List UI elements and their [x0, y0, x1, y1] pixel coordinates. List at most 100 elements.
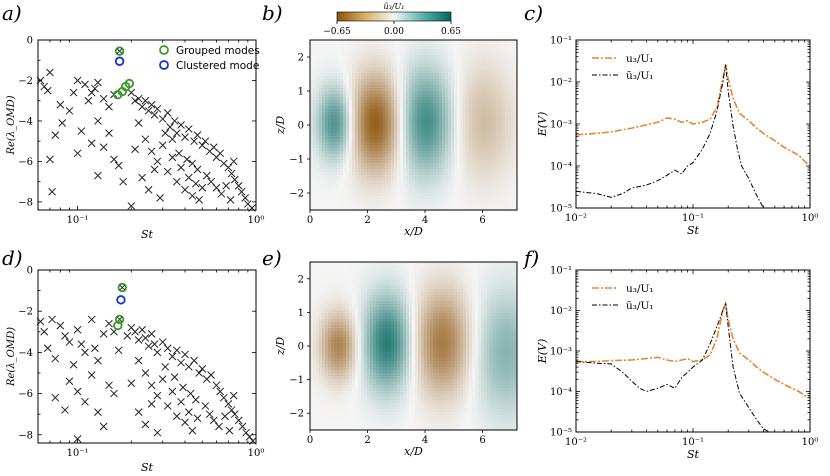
heatmap-cell — [334, 181, 338, 185]
heatmap-cell — [340, 139, 344, 143]
heatmap-cell — [505, 139, 509, 143]
heatmap-cell — [322, 202, 326, 206]
heatmap-cell — [310, 283, 314, 287]
heatmap-cell — [403, 277, 407, 281]
heatmap-cell — [385, 286, 389, 290]
heatmap-cell — [409, 133, 413, 137]
heatmap-cell — [478, 73, 482, 77]
data-point-x — [201, 137, 210, 146]
heatmap-cell — [316, 265, 320, 269]
heatmap-cell — [412, 181, 416, 185]
heatmap-cell — [337, 55, 341, 59]
heatmap-cell — [358, 61, 362, 65]
heatmap-cell — [508, 175, 512, 179]
heatmap-cell — [382, 79, 386, 83]
heatmap-cell — [421, 178, 425, 182]
data-point-x — [234, 181, 243, 190]
heatmap-cell — [466, 121, 470, 125]
heatmap-cell — [340, 85, 344, 89]
heatmap-cell — [505, 118, 509, 122]
heatmap-cell — [319, 100, 323, 104]
heatmap-cell — [511, 280, 515, 284]
heatmap-cell — [508, 67, 512, 71]
heatmap-cell — [346, 64, 350, 68]
heatmap-cell — [475, 283, 479, 287]
heatmap-cell — [316, 184, 320, 188]
heatmap-cell — [322, 64, 326, 68]
heatmap-cell — [481, 184, 485, 188]
heatmap-cell — [346, 193, 350, 197]
heatmap-cell — [469, 103, 473, 107]
heatmap-cell — [394, 103, 398, 107]
heatmap-cell — [472, 124, 476, 128]
heatmap-cell — [406, 184, 410, 188]
heatmap-cell — [445, 172, 449, 176]
heatmap-cell — [379, 166, 383, 170]
heatmap-cell — [451, 145, 455, 149]
heatmap-cell — [490, 145, 494, 149]
heatmap-cell — [349, 64, 353, 68]
heatmap-cell — [460, 166, 464, 170]
heatmap-cell — [484, 118, 488, 122]
heatmap-cell — [382, 100, 386, 104]
heatmap-cell — [370, 265, 374, 269]
heatmap-cell — [499, 91, 503, 95]
heatmap-cell — [463, 205, 467, 209]
heatmap-cell — [457, 76, 461, 80]
heatmap-cell — [349, 52, 353, 56]
heatmap-cell — [310, 271, 314, 275]
heatmap-cell — [445, 280, 449, 284]
data-point-x — [238, 422, 247, 431]
heatmap-cell — [394, 277, 398, 281]
heatmap-cell — [457, 166, 461, 170]
heatmap-cell — [472, 82, 476, 86]
heatmap-cell — [511, 103, 515, 107]
heatmap-cell — [373, 154, 377, 158]
heatmap-cell — [496, 79, 500, 83]
heatmap-cell — [490, 175, 494, 179]
heatmap-cell — [325, 76, 329, 80]
heatmap-cell — [373, 184, 377, 188]
heatmap-cell — [436, 58, 440, 62]
heatmap-cell — [376, 85, 380, 89]
heatmap-cell — [466, 187, 470, 191]
heatmap-cell — [316, 178, 320, 182]
heatmap-cell — [406, 265, 410, 269]
heatmap-cell — [352, 79, 356, 83]
heatmap-cell — [508, 100, 512, 104]
heatmap-cell — [421, 67, 425, 71]
heatmap-cell — [316, 274, 320, 278]
heatmap-cell — [514, 46, 518, 50]
heatmap-cell — [343, 157, 347, 161]
heatmap-cell — [502, 40, 506, 44]
heatmap-cell — [385, 58, 389, 62]
heatmap-cell — [403, 268, 407, 272]
heatmap-cell — [424, 112, 428, 116]
heatmap-cell — [352, 121, 356, 125]
heatmap-cell — [433, 91, 437, 95]
heatmap-cell — [406, 175, 410, 179]
heatmap-cell — [442, 52, 446, 56]
heatmap-cell — [460, 76, 464, 80]
heatmap-cell — [487, 73, 491, 77]
heatmap-cell — [316, 277, 320, 281]
heatmap-cell — [514, 193, 518, 197]
heatmap-cell — [421, 196, 425, 200]
heatmap-cell — [388, 139, 392, 143]
heatmap-cell — [514, 85, 518, 89]
heatmap-cell — [325, 280, 329, 284]
heatmap-cell — [319, 76, 323, 80]
heatmap-cell — [397, 145, 401, 149]
heatmap-cell — [325, 163, 329, 167]
heatmap-cell — [502, 172, 506, 176]
heatmap-cell — [418, 40, 422, 44]
heatmap-cell — [322, 184, 326, 188]
heatmap-cell — [373, 157, 377, 161]
heatmap-cell — [337, 190, 341, 194]
heatmap-cell — [508, 73, 512, 77]
heatmap-cell — [385, 67, 389, 71]
heatmap-cell — [433, 175, 437, 179]
heatmap-cell — [367, 184, 371, 188]
heatmap-cell — [502, 67, 506, 71]
heatmap-cell — [466, 109, 470, 113]
